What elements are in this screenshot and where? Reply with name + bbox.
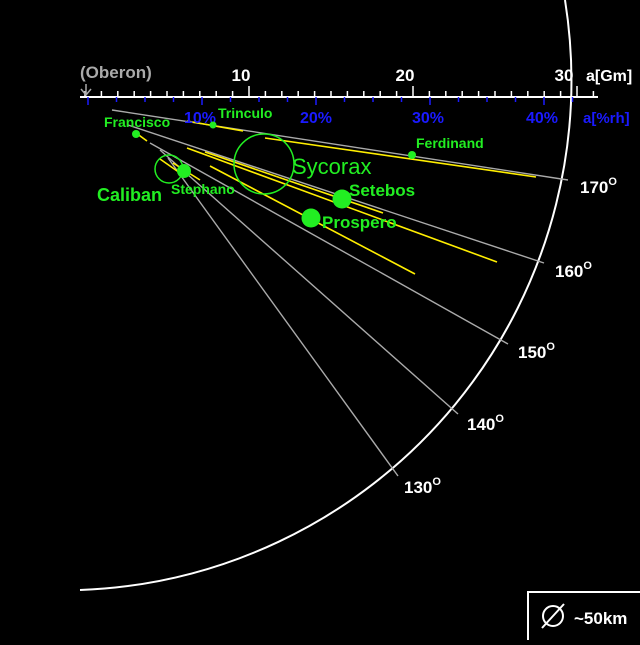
moon-marker xyxy=(301,208,321,228)
angle-label-150: 150O xyxy=(518,341,555,362)
moon-label-prospero: Prospero xyxy=(322,213,397,232)
angle-rays xyxy=(111,109,569,477)
moons: Francisco Trinculo Caliban Stephano Syco… xyxy=(97,105,484,232)
moon-trinculo[interactable]: Trinculo xyxy=(209,105,273,129)
angle-labels: 170O 160O 150O 140O 130O xyxy=(404,176,617,497)
diameter-icon xyxy=(542,605,564,627)
moon-marker xyxy=(209,121,217,129)
moon-marker xyxy=(408,151,416,159)
moon-ring xyxy=(233,133,295,195)
angle-label-160: 160O xyxy=(555,260,592,281)
oberon-reference-marker xyxy=(80,84,92,97)
moon-label-ferdinand: Ferdinand xyxy=(416,135,484,151)
outer-arc xyxy=(79,0,573,591)
angle-ray-130 xyxy=(167,157,399,477)
pct-axis-ticks xyxy=(87,97,574,105)
degree-mark: O xyxy=(495,413,504,425)
orbit-line-ferdinand xyxy=(264,137,537,178)
moon-label-sycorax: Sycorax xyxy=(292,154,371,179)
angle-label-140: 140O xyxy=(467,413,504,434)
scale-box: ~50km xyxy=(527,591,640,640)
moon-label-francisco: Francisco xyxy=(104,114,170,130)
degree-mark: O xyxy=(432,476,441,488)
moon-prospero[interactable]: Prospero xyxy=(301,208,397,233)
top-tick-10: 10 xyxy=(232,66,251,85)
angle-ray-140 xyxy=(159,149,459,415)
pct-tick-10: 10% xyxy=(184,110,216,127)
top-tick-20: 20 xyxy=(396,66,415,85)
moon-stephano[interactable]: Stephano xyxy=(171,164,235,197)
moon-marker xyxy=(177,164,191,178)
oberon-reference-label: (Oberon) xyxy=(80,63,152,82)
scale-label: ~50km xyxy=(574,609,627,628)
moon-label-stephano: Stephano xyxy=(171,181,235,197)
moon-sycorax[interactable]: Sycorax xyxy=(233,133,371,195)
top-axis-unit: a[Gm] xyxy=(586,68,632,85)
pct-axis-unit: a[%rh] xyxy=(583,110,630,127)
degree-mark: O xyxy=(608,176,617,188)
moon-setebos[interactable]: Setebos xyxy=(332,181,416,209)
top-tick-30: 30 xyxy=(555,66,574,85)
degree-mark: O xyxy=(583,260,592,272)
pct-tick-30: 30% xyxy=(412,110,444,127)
moon-label-caliban: Caliban xyxy=(97,185,162,205)
moon-francisco[interactable]: Francisco xyxy=(104,114,170,138)
diameter-icon-slash xyxy=(541,603,565,629)
pct-axis: 10% 20% 30% 40% a[%rh] xyxy=(184,110,630,127)
moon-marker xyxy=(132,130,140,138)
moon-marker xyxy=(332,189,352,209)
moon-label-setebos: Setebos xyxy=(349,181,415,200)
scale-box-border xyxy=(527,591,640,640)
top-axis-minor-ticks xyxy=(84,86,595,97)
pct-tick-40: 40% xyxy=(526,110,558,127)
angle-ray-150 xyxy=(149,142,509,345)
orbit-line-caliban xyxy=(159,158,181,174)
top-axis: 10 20 30 a[Gm] (Oberon) xyxy=(80,63,632,105)
moon-ferdinand[interactable]: Ferdinand xyxy=(408,135,484,159)
moon-label-trinculo: Trinculo xyxy=(218,105,272,121)
degree-mark: O xyxy=(546,341,555,353)
moon-caliban[interactable]: Caliban xyxy=(97,154,184,205)
pct-tick-20: 20% xyxy=(300,110,332,127)
angle-label-130: 130O xyxy=(404,476,441,497)
angle-label-170: 170O xyxy=(580,176,617,197)
